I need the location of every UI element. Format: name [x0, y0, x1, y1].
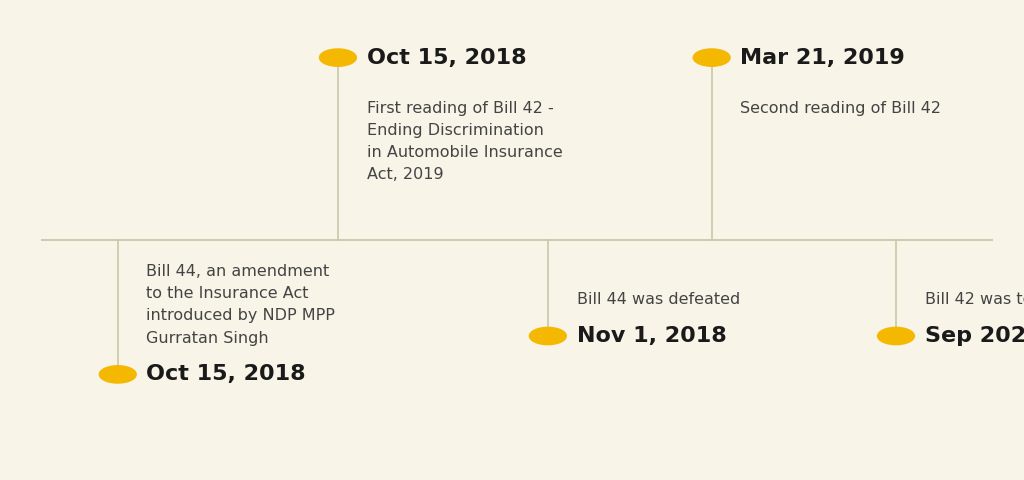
Circle shape [99, 366, 136, 383]
Text: Second reading of Bill 42: Second reading of Bill 42 [740, 101, 941, 116]
Text: Oct 15, 2018: Oct 15, 2018 [146, 364, 306, 384]
Text: Bill 44, an amendment
to the Insurance Act
introduced by NDP MPP
Gurratan Singh: Bill 44, an amendment to the Insurance A… [146, 264, 335, 346]
Text: First reading of Bill 42 -
Ending Discrimination
in Automobile Insurance
Act, 20: First reading of Bill 42 - Ending Discri… [367, 101, 562, 182]
Circle shape [878, 327, 914, 345]
Circle shape [693, 49, 730, 66]
Text: Bill 42 was terminated: Bill 42 was terminated [925, 292, 1024, 307]
Text: Sep 2021: Sep 2021 [925, 326, 1024, 346]
Circle shape [319, 49, 356, 66]
Text: Bill 44 was defeated: Bill 44 was defeated [577, 292, 739, 307]
Text: Mar 21, 2019: Mar 21, 2019 [740, 48, 905, 68]
Text: Nov 1, 2018: Nov 1, 2018 [577, 326, 726, 346]
Circle shape [529, 327, 566, 345]
Text: Oct 15, 2018: Oct 15, 2018 [367, 48, 526, 68]
